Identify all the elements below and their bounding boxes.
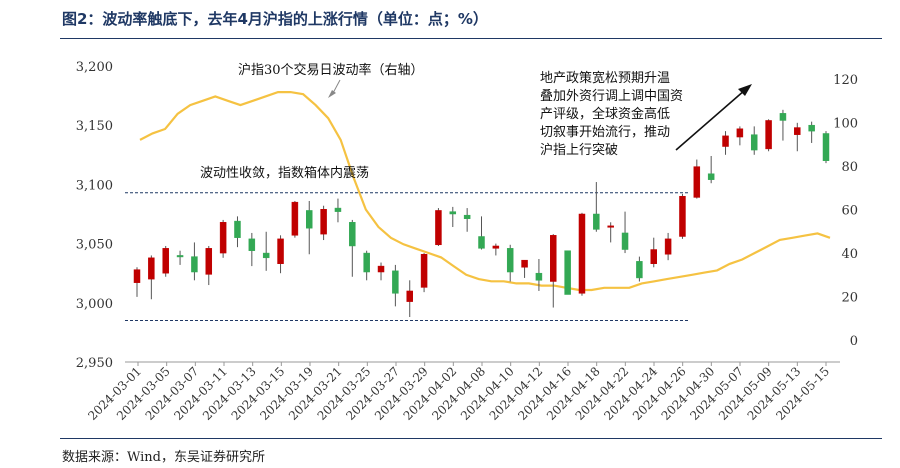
candle-body — [636, 261, 643, 279]
candle-body — [750, 134, 758, 151]
candle-body — [693, 166, 701, 198]
candle-body — [822, 133, 830, 161]
breakout-arrow-shaft — [675, 89, 746, 151]
policy-annotation-line: 地产政策宽松预期升温 — [540, 70, 670, 86]
candle-body — [334, 207, 342, 212]
candle-body — [219, 222, 227, 254]
vol-line-label: 沪指30个交易日波动率（右轴） — [238, 62, 424, 78]
left-tick-label: 3,000 — [76, 297, 113, 312]
candle-body — [320, 209, 327, 235]
candle-body — [406, 290, 413, 302]
candle-body — [593, 213, 600, 230]
policy-annotation-line: 沪指上行突破 — [540, 142, 618, 158]
candle-body — [535, 272, 543, 281]
candle-body — [133, 269, 141, 283]
policy-annotation-line: 切叙事开始流行，推动 — [540, 125, 670, 140]
candle-body — [191, 256, 198, 273]
candle-body — [291, 201, 299, 236]
candle-body — [607, 225, 614, 228]
right-tick-label: 40 — [841, 247, 858, 262]
candle-body — [707, 173, 715, 180]
candle-body — [506, 248, 514, 273]
candle-body — [492, 245, 500, 249]
left-tick-label: 2,950 — [76, 356, 113, 371]
box-range-label: 波动性收敛，指数箱体内震荡 — [200, 165, 369, 181]
vol-label-pointer-head — [328, 90, 336, 98]
candle-body — [162, 248, 169, 274]
right-tick-label: 80 — [841, 160, 858, 175]
left-tick-label: 3,100 — [76, 178, 113, 193]
candle-body — [478, 236, 485, 249]
candle-body — [377, 265, 385, 273]
volatility-line — [139, 91, 831, 292]
candle-body — [306, 210, 313, 229]
candle-body — [664, 238, 672, 255]
candle-body — [463, 214, 471, 219]
candle-body — [349, 222, 356, 247]
candle-body — [363, 252, 370, 273]
candle-body — [765, 120, 772, 150]
left-tick-label: 3,050 — [76, 238, 113, 253]
right-tick-label: 120 — [833, 73, 858, 88]
candle-body — [564, 250, 571, 295]
left-tick-label: 3,150 — [76, 119, 113, 134]
policy-annotation-line: 产评级，全球资金高低 — [540, 106, 670, 122]
candle-body — [808, 124, 815, 132]
candle-body — [550, 235, 557, 282]
right-tick-label: 0 — [850, 334, 858, 349]
breakout-arrow-head — [738, 84, 752, 96]
policy-annotation-line: 叠加外资行调上调中国资 — [540, 89, 683, 104]
figure-title: 图2：波动率触底下，去年4月沪指的上涨行情（单位：点；%） — [62, 10, 488, 28]
candle-body — [248, 238, 256, 251]
candle-body — [205, 248, 213, 275]
candle-body — [420, 254, 428, 288]
candle-body — [234, 220, 241, 238]
candle-body — [148, 257, 155, 280]
candle-body — [736, 128, 744, 138]
right-tick-label: 20 — [841, 291, 858, 306]
candle-body — [392, 270, 399, 294]
candle-body — [262, 252, 270, 259]
candle-body — [176, 255, 184, 258]
candle-body — [650, 249, 657, 264]
right-tick-label: 100 — [833, 117, 858, 132]
candle-body — [521, 259, 528, 268]
candle-body — [794, 127, 801, 135]
source-note: 数据来源：Wind，东吴证券研究所 — [62, 450, 265, 465]
top-divider — [60, 38, 882, 39]
bottom-divider — [60, 438, 882, 439]
candle-body — [449, 211, 457, 215]
candle-body — [621, 232, 629, 250]
candle-body — [277, 238, 284, 264]
right-tick-label: 60 — [841, 204, 858, 219]
candle-body — [578, 213, 586, 294]
candle-body — [435, 210, 442, 246]
candle-body — [722, 135, 729, 147]
candle-body — [779, 113, 787, 121]
candle-body — [679, 195, 686, 237]
left-tick-label: 3,200 — [76, 60, 113, 75]
